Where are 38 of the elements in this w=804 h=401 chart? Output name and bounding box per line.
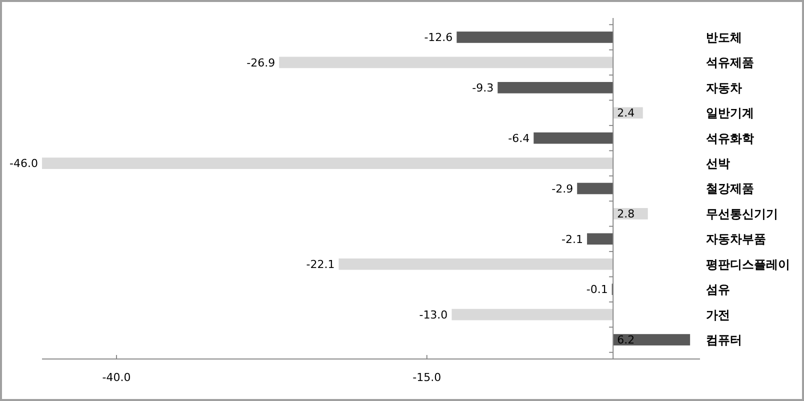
bar xyxy=(587,233,614,245)
y-tick-label: 반도체 xyxy=(706,30,742,44)
bar xyxy=(452,308,614,320)
bar xyxy=(577,182,614,194)
data-label: -12.6 xyxy=(424,31,453,44)
y-tick-label: 선박 xyxy=(706,156,730,170)
data-label: -6.4 xyxy=(508,132,530,145)
y-tick-label: 가전 xyxy=(706,308,730,322)
bar xyxy=(534,132,614,144)
y-tick-label: 석유제품 xyxy=(706,56,754,70)
y-tick-label: 철강제품 xyxy=(706,182,754,196)
data-label: -9.3 xyxy=(472,82,494,95)
bar xyxy=(613,334,690,346)
bar xyxy=(498,82,614,94)
data-label: -0.1 xyxy=(586,283,608,296)
data-label: 2.8 xyxy=(617,208,635,221)
data-label: -2.1 xyxy=(562,232,584,246)
y-tick-label: 일반기계 xyxy=(706,106,754,120)
x-tick-label: -15.0 xyxy=(412,371,442,384)
y-tick-label: 자동차부품 xyxy=(706,232,766,246)
data-label: -13.0 xyxy=(419,308,448,322)
data-label: -46.0 xyxy=(10,157,38,170)
y-tick-label: 석유화학 xyxy=(706,131,754,146)
y-tick-label: 자동차 xyxy=(706,80,742,95)
data-label: -26.9 xyxy=(246,56,276,70)
y-tick-label: 평판디스플레이 xyxy=(706,257,790,272)
y-tick-label: 컴퓨터 xyxy=(706,332,742,347)
x-tick-label: -40.0 xyxy=(102,371,131,384)
y-tick-label: 섬유 xyxy=(706,282,730,297)
bar xyxy=(456,32,614,43)
data-label: -2.9 xyxy=(552,182,574,196)
data-label: 6.2 xyxy=(617,334,635,347)
data-label: 2.4 xyxy=(617,106,635,120)
y-tick-label: 무선통신기기 xyxy=(706,206,778,221)
data-label: -22.1 xyxy=(306,258,335,271)
bar xyxy=(279,56,614,68)
bar xyxy=(42,158,614,169)
bar xyxy=(338,258,614,270)
